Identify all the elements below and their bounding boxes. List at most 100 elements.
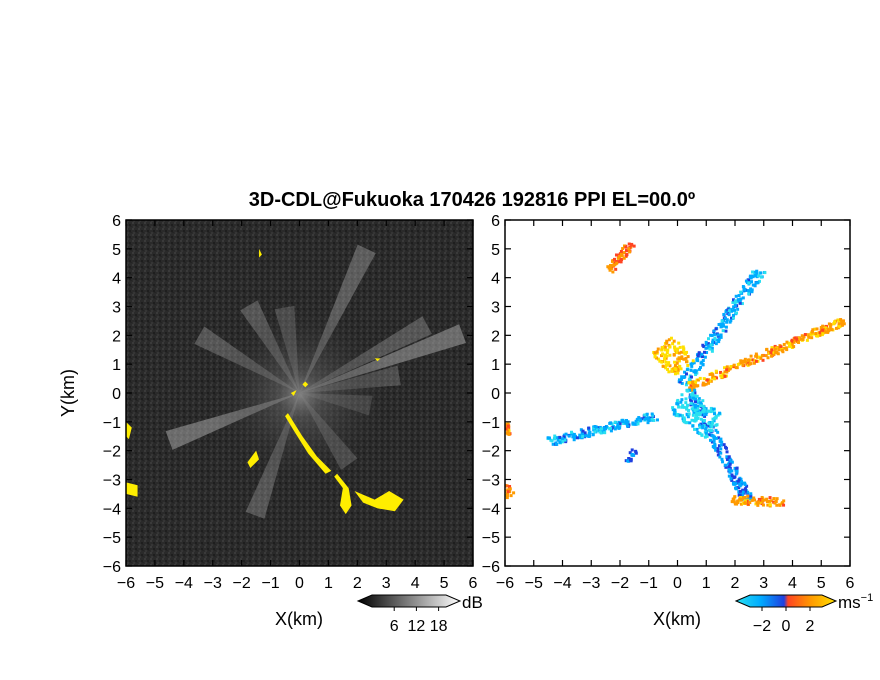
velocity-point [720, 319, 724, 323]
velocity-point [768, 496, 772, 500]
velocity-point [711, 421, 715, 425]
velocity-point [508, 484, 512, 488]
velocity-point [575, 436, 579, 440]
velocity-point [842, 322, 846, 326]
velocity-point [736, 499, 740, 503]
velocity-point [702, 424, 706, 428]
velocity-point [660, 354, 664, 358]
velocity-point [676, 347, 680, 351]
snr-high-region [126, 482, 138, 497]
snr-colorbar-unit: dB [462, 593, 483, 612]
snr-high-region [290, 390, 297, 396]
velocity-point [665, 339, 669, 343]
velocity-point [740, 498, 744, 502]
velocity-point [665, 351, 669, 355]
velocity-point [614, 267, 618, 271]
velocity-point [695, 394, 699, 398]
velocity-point [609, 421, 613, 425]
velocity-point [546, 436, 550, 440]
velocity-point [689, 401, 693, 405]
velocity-point [674, 368, 678, 372]
y-tick-label: 5 [491, 242, 500, 259]
velocity-point [604, 424, 608, 428]
velocity-point [506, 490, 510, 494]
velocity-point [686, 415, 690, 419]
velocity-point [722, 443, 726, 447]
velocity-point [746, 494, 750, 498]
velocity-point [686, 413, 690, 417]
velocity-point [733, 299, 737, 303]
velocity-point [732, 305, 736, 309]
velocity-point [694, 380, 698, 384]
velocity-point [728, 462, 732, 466]
velocity-point [748, 501, 752, 505]
velocity-point [800, 334, 804, 338]
velocity-point [692, 410, 696, 414]
velocity-point [592, 428, 596, 432]
velocity-point [755, 269, 759, 273]
velocity-point [727, 465, 731, 469]
velocity-point [712, 419, 716, 423]
velocity-point [700, 352, 704, 356]
velocity-point [693, 403, 697, 407]
velocity-point [747, 281, 751, 285]
snr-high-region [126, 421, 132, 440]
velocity-point [723, 316, 727, 320]
velocity-point [692, 361, 696, 365]
velocity-point [614, 253, 618, 257]
velocity-point [696, 407, 700, 411]
velocity-point [646, 421, 650, 425]
velocity-point [696, 354, 700, 358]
velocity-point [685, 381, 689, 385]
velocity-point [723, 374, 727, 378]
y-tick-label: −1 [482, 415, 500, 432]
velocity-point [801, 337, 805, 341]
velocity-point [773, 344, 777, 348]
velocity-point [753, 498, 757, 502]
velocity-point [661, 345, 665, 349]
snr-high-regions [126, 248, 404, 515]
velocity-point [685, 407, 689, 411]
velocity-point [560, 440, 564, 444]
velocity-point [768, 499, 772, 503]
velocity-point [636, 422, 640, 426]
velocity-point [701, 363, 705, 367]
velocity-point [681, 404, 685, 408]
velocity-point [737, 478, 741, 482]
velocity-point [785, 340, 789, 344]
velocity-point [756, 500, 760, 504]
x-tick-label: 3 [759, 575, 768, 592]
velocity-point [698, 376, 702, 380]
velocity-point [748, 275, 752, 279]
velocity-point [710, 346, 714, 350]
velocity-point [693, 405, 697, 409]
velocity-point [682, 420, 686, 424]
colorbar-tick-label: 2 [806, 618, 815, 635]
velocity-point [675, 351, 679, 355]
velocity-point [714, 428, 718, 432]
velocity-point [553, 434, 557, 438]
velocity-point [700, 424, 704, 428]
velocity-point [627, 242, 631, 246]
velocity-point [743, 495, 747, 499]
velocity-point [691, 383, 695, 387]
velocity-point [667, 370, 671, 374]
velocity-point [694, 418, 698, 422]
y-tick-label: −3 [482, 473, 500, 490]
velocity-point [709, 410, 713, 414]
velocity-point [738, 493, 742, 497]
velocity-point [506, 493, 510, 497]
velocity-point [719, 322, 723, 326]
velocity-point [770, 354, 774, 358]
velocity-point [700, 426, 704, 430]
velocity-point [776, 352, 780, 356]
velocity-point [701, 381, 705, 385]
velocity-point [701, 355, 705, 359]
velocity-colorbar: −2 0 2 ms−1 [734, 592, 873, 635]
y-tick-label: 4 [112, 271, 121, 288]
velocity-point [709, 333, 713, 337]
velocity-point [714, 415, 718, 419]
velocity-point [693, 409, 697, 413]
x-tick-label: 6 [469, 575, 478, 592]
velocity-point [728, 366, 732, 370]
